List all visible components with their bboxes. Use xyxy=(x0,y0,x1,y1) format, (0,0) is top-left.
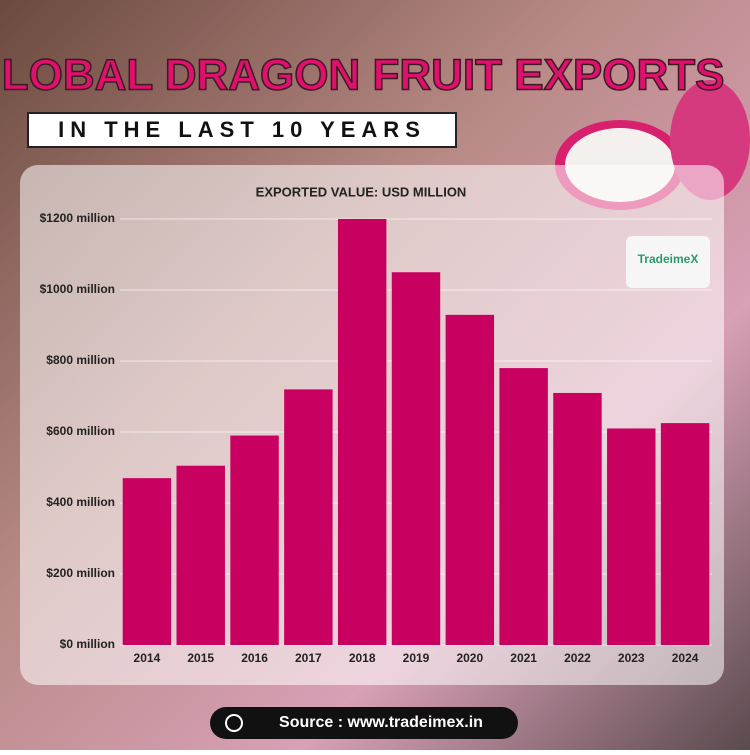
subtitle: IN THE LAST 10 YEARS xyxy=(58,117,426,142)
y-tick-label: $600 million xyxy=(46,424,115,438)
x-tick-label: 2014 xyxy=(134,651,161,665)
x-tick-label: 2016 xyxy=(241,651,268,665)
x-tick-label: 2021 xyxy=(510,651,537,665)
bar xyxy=(337,219,387,645)
bar xyxy=(391,272,441,645)
x-tick-label: 2017 xyxy=(295,651,322,665)
subtitle-box xyxy=(27,112,457,148)
y-tick-label: $0 million xyxy=(60,637,115,651)
x-tick-label: 2024 xyxy=(672,651,699,665)
bar xyxy=(553,392,602,645)
bar xyxy=(176,465,225,645)
bar xyxy=(284,389,333,645)
bar xyxy=(660,423,710,645)
bar xyxy=(445,314,495,645)
x-tick-label: 2019 xyxy=(403,651,430,665)
x-tick-label: 2023 xyxy=(618,651,645,665)
x-tick-label: 2022 xyxy=(564,651,591,665)
y-tick-label: $400 million xyxy=(46,495,115,509)
y-tick-label: $200 million xyxy=(46,566,115,580)
source-pill xyxy=(210,707,518,739)
bar xyxy=(499,368,548,645)
y-tick-label: $1000 million xyxy=(40,282,115,296)
y-tick-label: $800 million xyxy=(46,353,115,367)
source: Source : www.tradeimex.in xyxy=(279,714,483,731)
logo: TradeimeX xyxy=(638,252,699,266)
page-title: GLOBAL DRAGON FRUIT EXPORTS xyxy=(0,51,724,100)
x-tick-label: 2020 xyxy=(456,651,483,665)
y-tick-label: $1200 million xyxy=(40,211,115,225)
logo-box xyxy=(626,236,710,288)
bar xyxy=(607,428,656,645)
x-tick-label: 2015 xyxy=(187,651,214,665)
chart-title: EXPORTED VALUE: USD MILLION xyxy=(256,184,467,199)
x-tick-label: 2018 xyxy=(349,651,376,665)
bar xyxy=(230,435,279,645)
bar xyxy=(122,478,172,645)
globe-icon xyxy=(225,714,243,732)
